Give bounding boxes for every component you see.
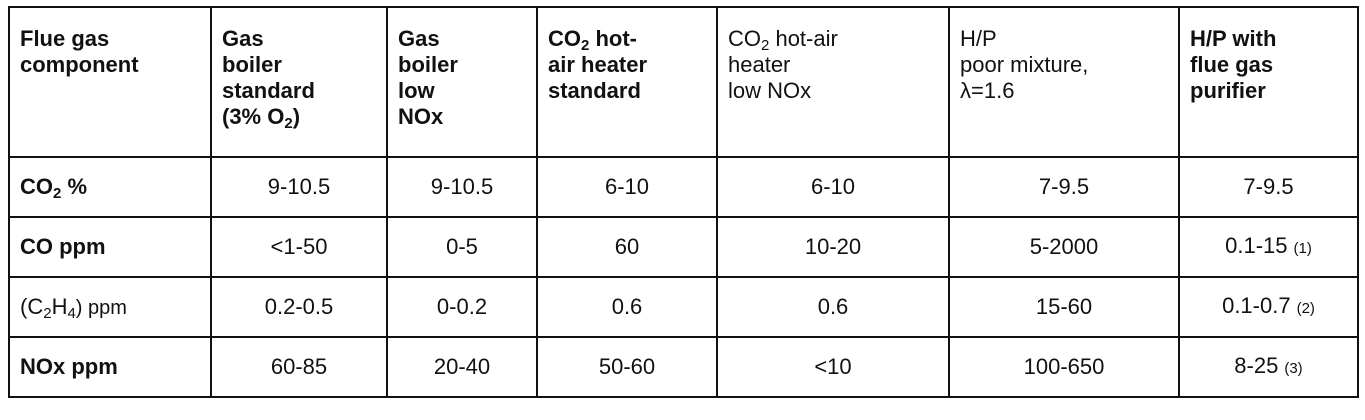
row-label-text: H — [51, 293, 68, 319]
table-cell: 100-650 — [948, 336, 1180, 398]
cell-value: 0.1-0.7 — [1222, 292, 1291, 318]
header-text: ) — [292, 104, 301, 129]
header-text: hot- — [589, 26, 637, 51]
header-text: Gas — [398, 26, 440, 51]
header-text: boiler — [398, 52, 458, 77]
header-text: H/P with — [1190, 26, 1277, 51]
table-cell: <1-50 — [210, 216, 388, 278]
header-text: Gas — [222, 26, 264, 51]
footnote-marker: (1) — [1293, 239, 1312, 257]
table-cell: 9-10.5 — [210, 156, 388, 218]
header-text-o2: (3% O2) — [222, 104, 376, 132]
header-text: flue gas — [1190, 52, 1274, 77]
header-text: boiler — [222, 52, 282, 77]
header-hp-poor-mixture: H/P poor mixture, λ=1.6 — [948, 6, 1180, 158]
header-gas-boiler-low-nox: Gas boiler low NOx — [386, 6, 538, 158]
row-label-text: CO — [20, 174, 53, 199]
footnote-marker: (2) — [1296, 299, 1315, 317]
row-label-co: CO ppm — [8, 216, 212, 278]
table-cell: 50-60 — [536, 336, 718, 398]
table-cell: 0.2-0.5 — [210, 276, 388, 338]
subscript: 2 — [43, 304, 52, 322]
table-cell: 0-5 — [386, 216, 538, 278]
cell-value: 8-25 — [1234, 352, 1279, 378]
header-text-co2: CO2 hot- — [548, 26, 706, 54]
header-text: low NOx — [728, 78, 812, 103]
header-text: Flue gas — [20, 26, 110, 51]
header-text: CO — [728, 26, 761, 51]
header-row: Flue gas component Gas boiler standard (… — [8, 6, 1359, 158]
row-label-text: ) ppm — [75, 296, 127, 319]
header-text-co2: CO2 hot-air — [728, 26, 938, 54]
header-hp-with-flue-gas-purifier: H/P with flue gas purifier — [1178, 6, 1359, 158]
cell-value: 0.1-15 — [1225, 232, 1288, 258]
subscript: 2 — [284, 115, 293, 132]
table-cell: 9-10.5 — [386, 156, 538, 218]
header-text: purifier — [1190, 78, 1266, 103]
table-cell: 20-40 — [386, 336, 538, 398]
table-row-co: CO ppm <1-50 0-5 60 10-20 5-2000 0.1-15 (… — [8, 216, 1359, 278]
table-cell: 7-9.5 — [948, 156, 1180, 218]
table-cell: 0.6 — [716, 276, 950, 338]
row-label-co2: CO2 % — [8, 156, 212, 218]
header-text: CO — [548, 26, 581, 51]
table-row-nox: NOx ppm 60-85 20-40 50-60 <10 100-650 8-… — [8, 336, 1359, 398]
header-text: (3% O — [222, 104, 285, 129]
table-cell: 10-20 — [716, 216, 950, 278]
header-text: standard — [222, 78, 315, 103]
table-cell: 7-9.5 — [1178, 156, 1359, 218]
header-co2-hot-air-heater-standard: CO2 hot- air heater standard — [536, 6, 718, 158]
header-text: air heater — [548, 52, 648, 77]
header-text: heater — [728, 52, 791, 77]
table-cell: 60 — [536, 216, 718, 278]
row-label-c2h4: (C2H4) ppm — [8, 276, 212, 338]
subscript: 2 — [53, 185, 62, 202]
row-label-text: (C — [20, 293, 44, 319]
header-flue-gas-component: Flue gas component — [8, 6, 212, 158]
table-cell-with-footnote: 0.1-0.7 (2) — [1178, 276, 1359, 338]
table-cell-with-footnote: 8-25 (3) — [1178, 336, 1359, 398]
header-text: poor mixture, — [960, 52, 1089, 77]
subscript: 4 — [67, 304, 76, 322]
table-cell: 6-10 — [536, 156, 718, 218]
header-gas-boiler-standard: Gas boiler standard (3% O2) — [210, 6, 388, 158]
row-label-nox: NOx ppm — [8, 336, 212, 398]
header-co2-hot-air-heater-low-nox: CO2 hot-air heater low NOx — [716, 6, 950, 158]
table-row-co2: CO2 % 9-10.5 9-10.5 6-10 6-10 7-9.5 7-9.… — [8, 156, 1359, 218]
table-cell: 5-2000 — [948, 216, 1180, 278]
row-label-text: % — [61, 174, 88, 199]
subscript: 2 — [761, 37, 770, 54]
header-text: H/P — [960, 26, 997, 51]
flue-gas-table: Flue gas component Gas boiler standard (… — [8, 6, 1359, 398]
table-cell: 6-10 — [716, 156, 950, 218]
table-cell: 0-0.2 — [386, 276, 538, 338]
table-cell: <10 — [716, 336, 950, 398]
table-cell: 60-85 — [210, 336, 388, 398]
table-row-c2h4: (C2H4) ppm 0.2-0.5 0-0.2 0.6 0.6 15-60 0… — [8, 276, 1359, 338]
table-cell-with-footnote: 0.1-15 (1) — [1178, 216, 1359, 278]
header-text: component — [20, 52, 139, 77]
table-cell: 15-60 — [948, 276, 1180, 338]
table-cell: 0.6 — [536, 276, 718, 338]
footnote-marker: (3) — [1284, 359, 1303, 377]
header-text: low — [398, 78, 435, 103]
header-text: hot-air — [769, 26, 838, 51]
subscript: 2 — [581, 37, 590, 54]
header-text: NOx — [398, 104, 444, 129]
header-text: standard — [548, 78, 641, 103]
header-text: λ=1.6 — [960, 78, 1015, 103]
